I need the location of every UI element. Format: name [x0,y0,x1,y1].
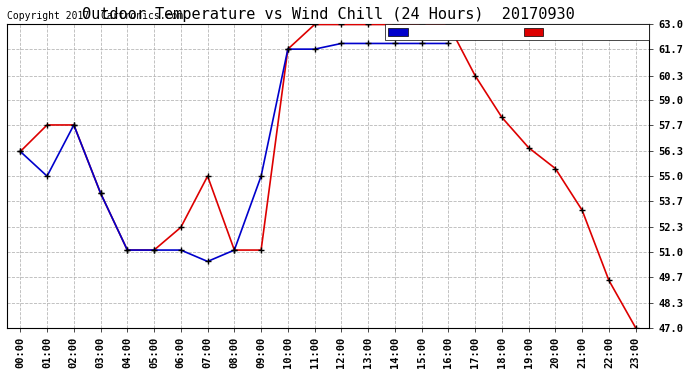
Title: Outdoor Temperature vs Wind Chill (24 Hours)  20170930: Outdoor Temperature vs Wind Chill (24 Ho… [81,7,574,22]
Text: Copyright 2017  Cartronics.com: Copyright 2017 Cartronics.com [7,12,183,21]
Legend: Wind Chill  (°F), Temperature  (°F): Wind Chill (°F), Temperature (°F) [385,24,649,40]
